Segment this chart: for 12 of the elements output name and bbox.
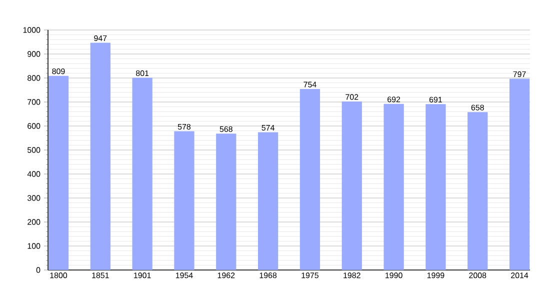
bar: [48, 76, 69, 270]
bar: [509, 78, 530, 270]
bar: [90, 42, 110, 270]
bar: [468, 112, 488, 270]
bar: [342, 102, 362, 270]
bar: [426, 104, 446, 270]
bar: [216, 134, 236, 270]
bar: [132, 78, 152, 270]
bar: [174, 131, 194, 270]
bar: [384, 104, 404, 270]
bar: [300, 89, 320, 270]
bar: [258, 132, 278, 270]
